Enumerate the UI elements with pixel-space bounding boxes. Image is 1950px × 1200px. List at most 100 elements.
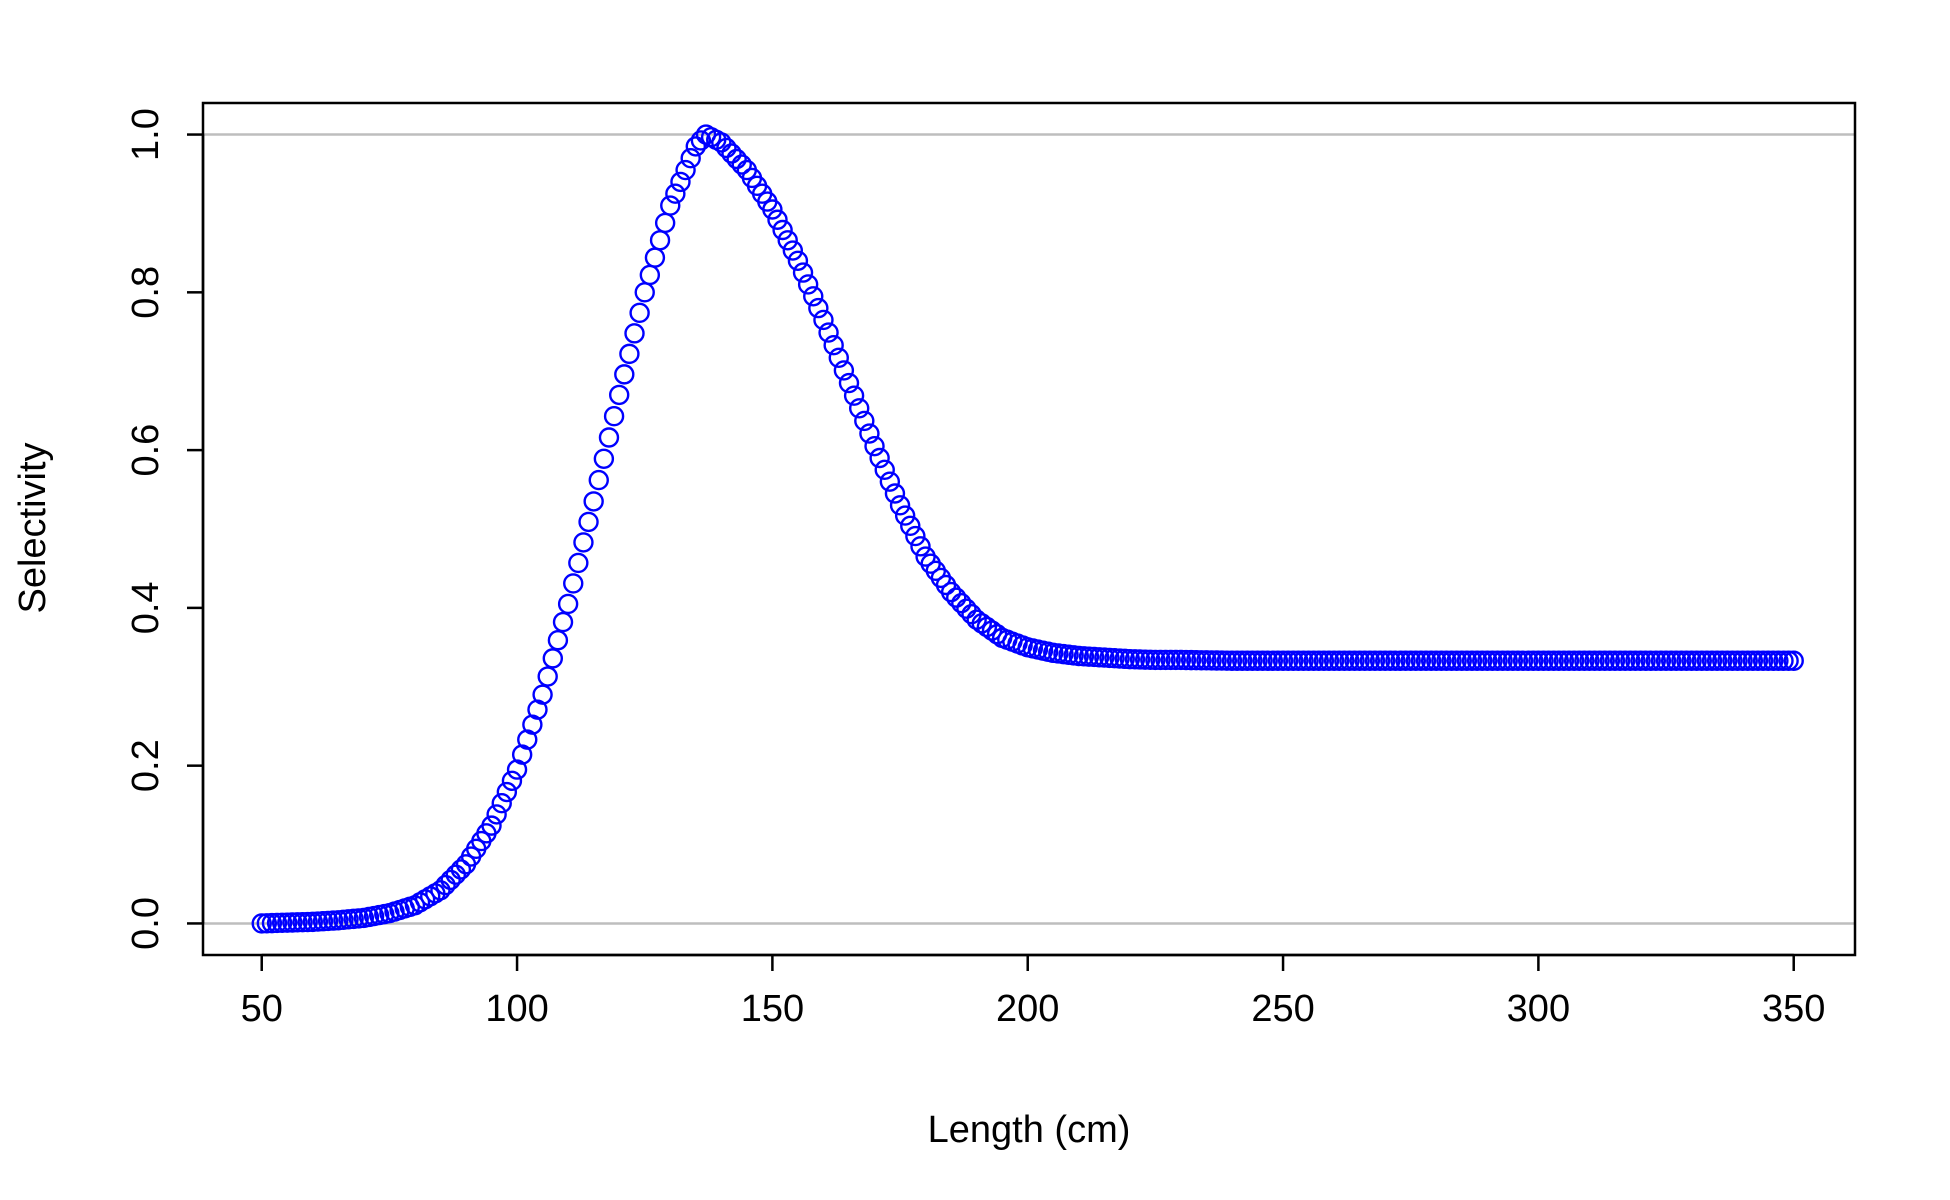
data-point-112 — [823, 334, 844, 356]
data-point-254 — [1548, 650, 1570, 671]
data-point-209 — [1318, 650, 1340, 671]
data-point-38 — [445, 864, 466, 885]
data-point-207 — [1308, 650, 1330, 671]
data-point-174 — [1140, 649, 1161, 670]
data-point-261 — [1584, 650, 1605, 671]
data-point-125 — [889, 495, 911, 516]
data-point-179 — [1165, 649, 1187, 671]
data-point-116 — [843, 385, 865, 406]
data-point-260 — [1579, 650, 1600, 671]
data-point-195 — [1247, 650, 1268, 671]
data-point-187 — [1206, 650, 1227, 671]
data-point-113 — [828, 347, 849, 369]
data-point-94 — [731, 154, 752, 175]
data-point-210 — [1323, 650, 1345, 671]
data-point-1 — [256, 913, 278, 934]
data-point-55 — [532, 684, 553, 705]
data-point-284 — [1701, 650, 1723, 671]
data-point-141 — [971, 613, 992, 634]
data-point-300 — [1783, 650, 1804, 671]
data-point-276 — [1660, 650, 1682, 671]
data-point-239 — [1472, 650, 1493, 671]
data-point-136 — [946, 587, 967, 608]
data-point-206 — [1303, 650, 1324, 671]
data-point-48 — [496, 781, 518, 803]
data-point-117 — [849, 398, 870, 419]
y-tick-label-0: 0.0 — [125, 897, 167, 950]
data-point-142 — [976, 616, 998, 638]
reference-lines — [203, 133, 1855, 925]
data-point-62 — [568, 552, 589, 574]
data-point-203 — [1288, 650, 1309, 671]
x-tick-label-5: 300 — [1507, 988, 1570, 1030]
data-point-115 — [838, 372, 860, 394]
data-point-202 — [1283, 650, 1304, 671]
data-point-102 — [772, 219, 793, 241]
data-point-56 — [537, 666, 558, 687]
data-point-186 — [1201, 650, 1222, 671]
data-point-243 — [1492, 650, 1513, 671]
data-point-110 — [813, 309, 834, 331]
data-point-182 — [1180, 649, 1202, 671]
data-point-0 — [251, 913, 272, 934]
data-point-114 — [833, 360, 855, 381]
data-point-66 — [588, 469, 609, 491]
data-point-122 — [874, 459, 895, 481]
data-point-58 — [547, 630, 569, 651]
data-point-193 — [1237, 650, 1258, 671]
data-point-246 — [1507, 650, 1529, 671]
data-point-140 — [966, 609, 987, 630]
data-point-85 — [685, 136, 706, 157]
data-point-74 — [629, 302, 650, 324]
data-point-215 — [1349, 650, 1370, 671]
data-point-171 — [1124, 649, 1146, 670]
data-point-127 — [900, 515, 921, 537]
data-point-228 — [1415, 650, 1437, 671]
data-point-222 — [1385, 650, 1406, 671]
data-point-298 — [1773, 650, 1794, 671]
data-point-190 — [1221, 650, 1243, 671]
data-point-192 — [1232, 650, 1253, 671]
x-axis: 50 100 150 200 250 300 350 — [241, 953, 1825, 1030]
data-point-226 — [1405, 650, 1427, 671]
data-point-100 — [762, 199, 783, 220]
data-point-250 — [1528, 650, 1549, 671]
data-point-212 — [1334, 650, 1355, 671]
data-point-293 — [1747, 650, 1769, 671]
data-point-69 — [603, 405, 625, 427]
data-point-290 — [1732, 650, 1753, 671]
data-point-191 — [1226, 650, 1248, 671]
data-point-273 — [1645, 650, 1667, 671]
data-point-270 — [1630, 650, 1651, 671]
data-point-137 — [951, 592, 972, 614]
data-point-172 — [1129, 649, 1151, 670]
data-point-49 — [501, 770, 523, 792]
data-point-252 — [1538, 650, 1559, 671]
data-point-183 — [1186, 649, 1207, 671]
y-tick-label-3: 0.6 — [125, 424, 167, 477]
data-point-101 — [767, 209, 788, 230]
data-points — [251, 124, 1804, 934]
data-point-217 — [1359, 650, 1381, 671]
data-point-93 — [726, 148, 747, 170]
data-point-288 — [1722, 650, 1743, 671]
data-point-73 — [624, 323, 645, 344]
data-point-245 — [1502, 650, 1524, 671]
data-point-45 — [481, 815, 502, 836]
y-axis: 0.0 0.2 0.4 0.6 0.8 1.0 — [125, 108, 205, 950]
data-point-225 — [1400, 650, 1421, 671]
data-point-268 — [1620, 650, 1641, 671]
data-point-236 — [1456, 650, 1478, 671]
data-point-175 — [1145, 649, 1166, 671]
data-point-280 — [1681, 650, 1702, 671]
data-point-272 — [1640, 650, 1661, 671]
data-point-185 — [1196, 650, 1217, 671]
data-point-259 — [1574, 650, 1595, 671]
data-point-188 — [1211, 650, 1232, 671]
data-point-177 — [1155, 649, 1176, 671]
data-point-8 — [292, 911, 313, 933]
data-point-275 — [1655, 650, 1677, 671]
data-point-198 — [1262, 650, 1284, 671]
data-point-253 — [1543, 650, 1564, 671]
data-point-277 — [1666, 650, 1687, 671]
